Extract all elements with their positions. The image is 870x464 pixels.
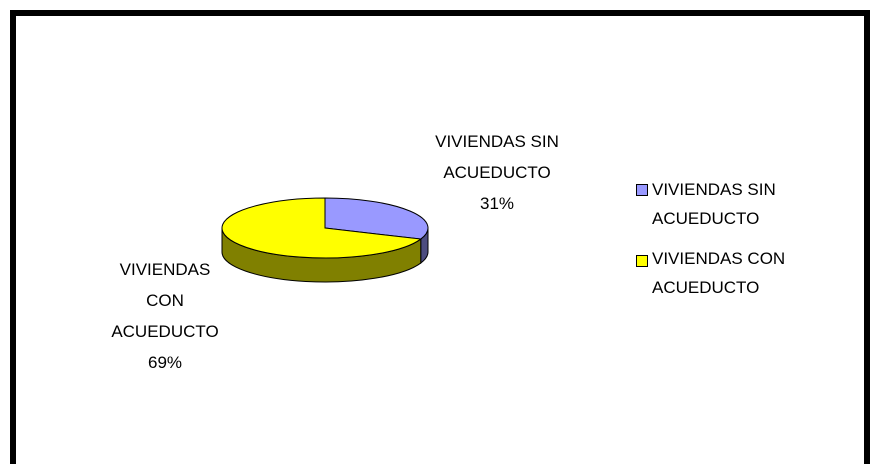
legend-label: VIVIENDAS SIN ACUEDUCTO [652, 180, 776, 228]
chart-frame [10, 10, 870, 464]
legend-label: VIVIENDAS CON ACUEDUCTO [652, 249, 786, 297]
data-label: VIVIENDAS CON ACUEDUCTO 69% [100, 254, 230, 378]
legend-swatch [636, 184, 648, 196]
data-label-category: VIVIENDAS SIN ACUEDUCTO [435, 132, 559, 182]
slice [324, 197, 429, 240]
data-label-value: 69% [147, 353, 183, 372]
data-label-value: 31% [479, 194, 515, 213]
legend-swatch [636, 255, 648, 267]
slice [221, 197, 423, 259]
data-label-category: VIVIENDAS CON ACUEDUCTO [111, 260, 219, 341]
data-label: VIVIENDAS SIN ACUEDUCTO 31% [432, 126, 562, 219]
